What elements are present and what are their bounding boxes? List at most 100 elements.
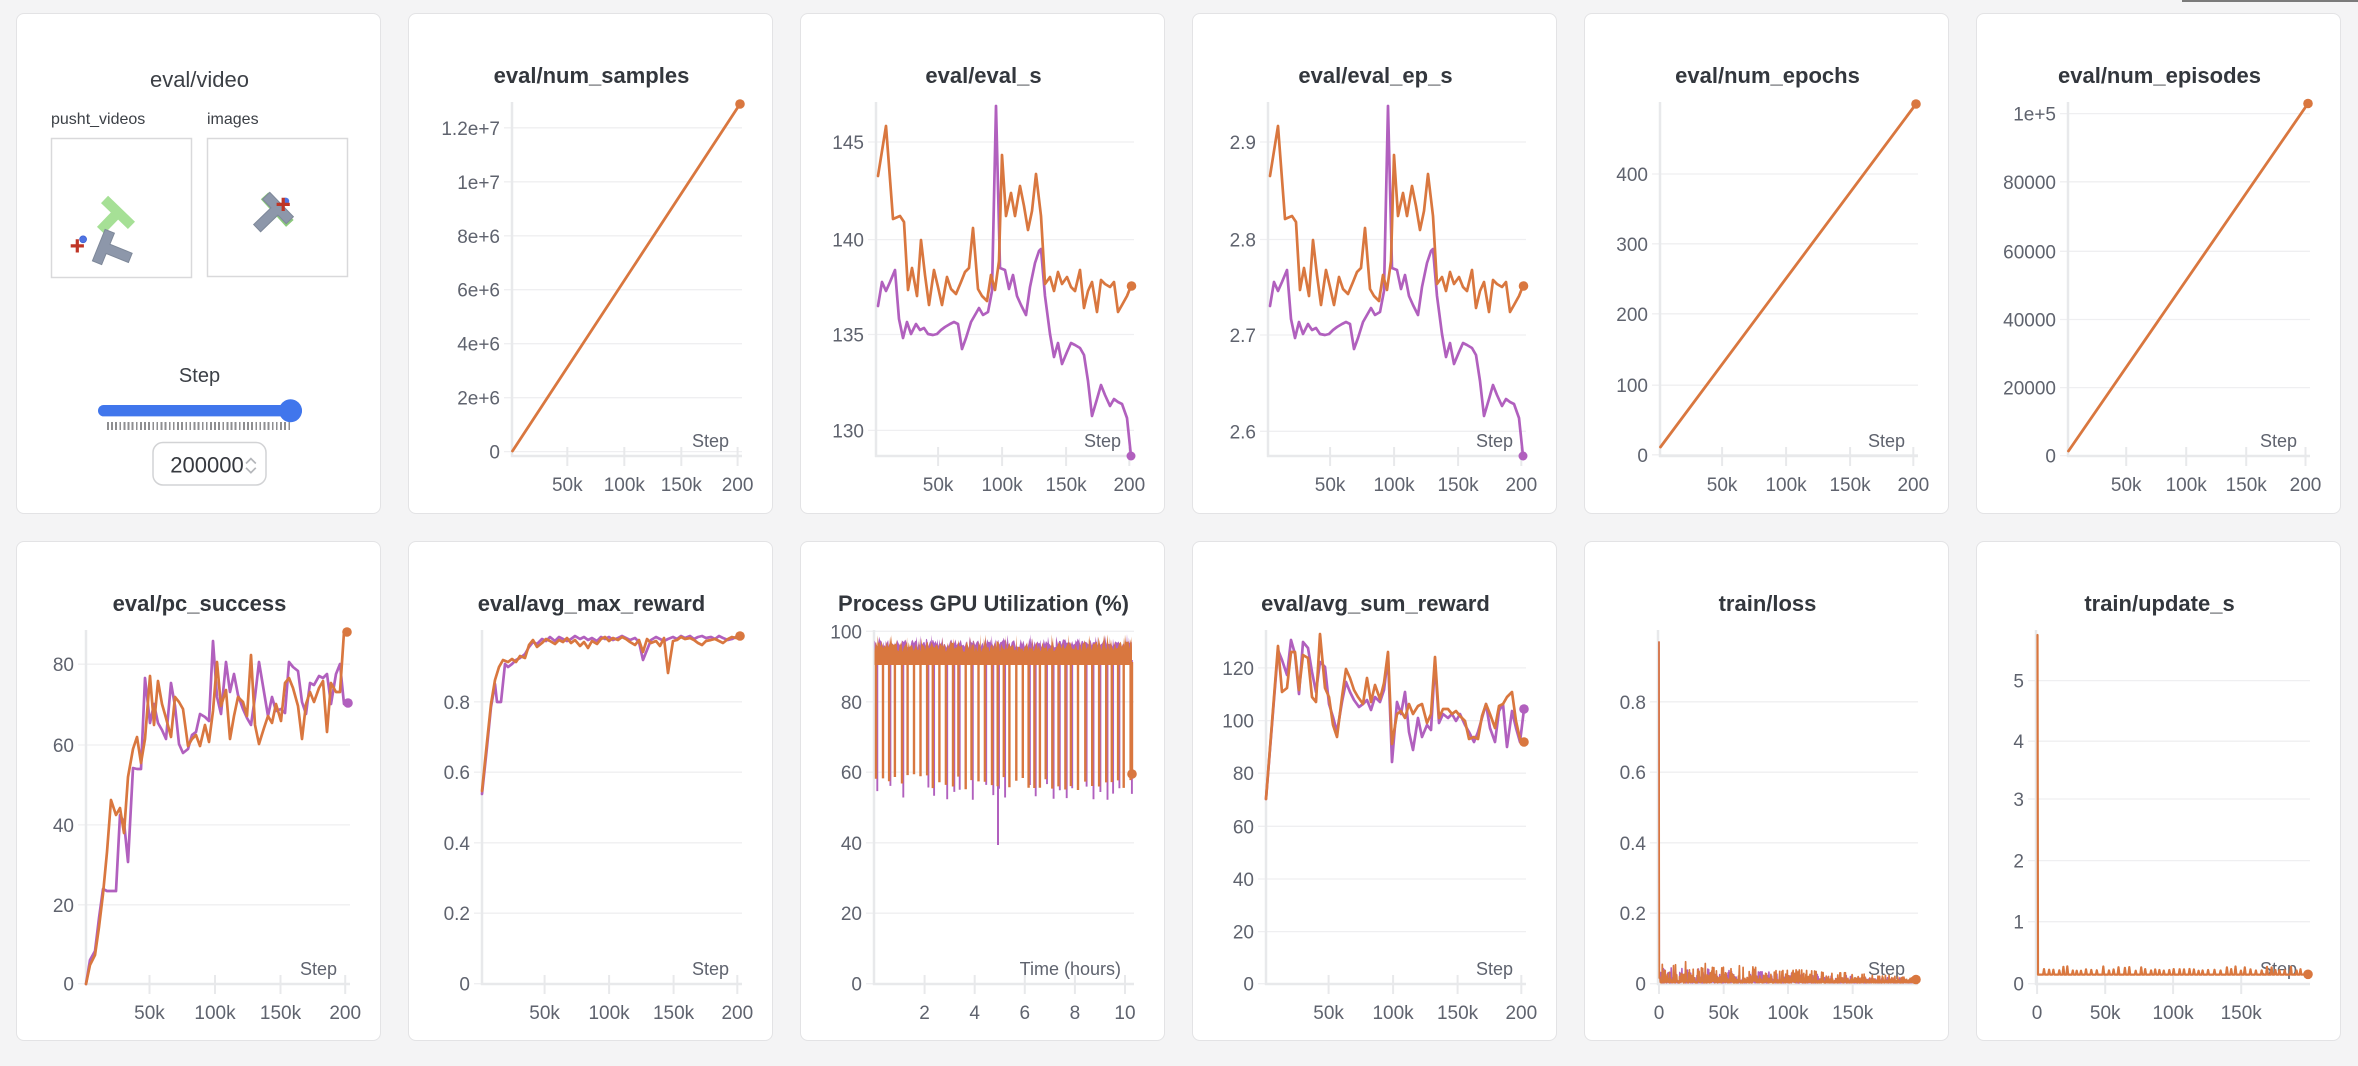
svg-text:10: 10 <box>1114 1003 1135 1024</box>
svg-text:100k: 100k <box>1765 475 1807 496</box>
svg-text:100k: 100k <box>1373 475 1415 496</box>
svg-text:0: 0 <box>63 975 74 996</box>
svg-text:0: 0 <box>1654 1003 1665 1024</box>
svg-text:train/update_s: train/update_s <box>2084 591 2234 616</box>
svg-text:100k: 100k <box>981 475 1023 496</box>
svg-text:150k: 150k <box>2226 475 2268 496</box>
svg-text:0.2: 0.2 <box>1620 904 1646 925</box>
svg-text:200: 200 <box>722 475 754 496</box>
svg-text:4: 4 <box>2013 732 2024 753</box>
svg-text:20: 20 <box>841 904 862 925</box>
svg-text:0.6: 0.6 <box>1620 763 1646 784</box>
svg-text:100: 100 <box>830 622 862 643</box>
svg-text:40: 40 <box>1233 870 1254 891</box>
svg-text:200: 200 <box>1616 305 1648 326</box>
svg-text:200: 200 <box>2290 475 2322 496</box>
svg-text:0: 0 <box>1243 975 1254 996</box>
svg-text:40: 40 <box>841 834 862 855</box>
svg-text:50k: 50k <box>1708 1003 1739 1024</box>
svg-text:0: 0 <box>459 975 470 996</box>
svg-text:2e+6: 2e+6 <box>457 389 500 410</box>
svg-text:0: 0 <box>1635 975 1646 996</box>
svg-text:0.8: 0.8 <box>444 693 470 714</box>
svg-text:60000: 60000 <box>2003 242 2056 263</box>
svg-text:eval/num_epochs: eval/num_epochs <box>1675 63 1860 88</box>
svg-text:images: images <box>207 111 259 128</box>
svg-text:0.2: 0.2 <box>444 904 470 925</box>
svg-text:150k: 150k <box>2221 1003 2263 1024</box>
svg-text:6e+6: 6e+6 <box>457 281 500 302</box>
svg-text:0.6: 0.6 <box>444 763 470 784</box>
svg-text:80: 80 <box>1233 764 1254 785</box>
svg-text:100k: 100k <box>194 1003 236 1024</box>
svg-text:150k: 150k <box>653 1003 695 1024</box>
svg-text:120: 120 <box>1222 659 1254 680</box>
svg-text:50k: 50k <box>1313 1003 1344 1024</box>
svg-text:50k: 50k <box>2090 1003 2121 1024</box>
svg-text:eval/num_samples: eval/num_samples <box>494 63 690 88</box>
svg-text:150k: 150k <box>260 1003 302 1024</box>
svg-text:eval/num_episodes: eval/num_episodes <box>2058 63 2261 88</box>
svg-text:50k: 50k <box>529 1003 560 1024</box>
svg-text:Step: Step <box>692 431 729 451</box>
svg-text:200: 200 <box>1505 475 1537 496</box>
svg-text:0.4: 0.4 <box>1620 834 1647 855</box>
svg-text:200: 200 <box>329 1003 361 1024</box>
svg-text:2: 2 <box>919 1003 930 1024</box>
svg-text:2.7: 2.7 <box>1230 326 1256 347</box>
svg-text:50k: 50k <box>552 475 583 496</box>
svg-text:200: 200 <box>1897 475 1929 496</box>
svg-text:100k: 100k <box>604 475 646 496</box>
svg-text:2.6: 2.6 <box>1230 422 1256 443</box>
svg-text:Step: Step <box>692 959 729 979</box>
svg-text:200000: 200000 <box>170 453 243 478</box>
svg-text:Step: Step <box>1476 431 1513 451</box>
svg-text:20: 20 <box>1233 923 1254 944</box>
svg-text:60: 60 <box>53 736 74 757</box>
svg-text:0.8: 0.8 <box>1620 693 1646 714</box>
svg-text:80000: 80000 <box>2003 173 2056 194</box>
svg-text:200: 200 <box>721 1003 753 1024</box>
svg-text:eval/eval_s: eval/eval_s <box>925 63 1041 88</box>
svg-text:50k: 50k <box>923 475 954 496</box>
svg-text:150k: 150k <box>1437 475 1479 496</box>
svg-text:20: 20 <box>53 896 74 917</box>
svg-text:150k: 150k <box>1832 1003 1874 1024</box>
svg-text:400: 400 <box>1616 165 1648 186</box>
svg-text:8: 8 <box>1070 1003 1081 1024</box>
svg-text:80: 80 <box>841 693 862 714</box>
svg-text:Time (hours): Time (hours) <box>1020 959 1121 979</box>
svg-text:0: 0 <box>2013 975 2024 996</box>
svg-text:150k: 150k <box>1045 475 1087 496</box>
svg-text:Step: Step <box>2260 431 2297 451</box>
svg-text:train/loss: train/loss <box>1719 591 1817 616</box>
svg-text:140: 140 <box>832 231 864 252</box>
svg-text:2.9: 2.9 <box>1230 133 1256 154</box>
svg-text:60: 60 <box>841 763 862 784</box>
svg-text:145: 145 <box>832 133 864 154</box>
svg-text:eval/video: eval/video <box>150 67 249 92</box>
svg-text:1.2e+7: 1.2e+7 <box>441 119 500 140</box>
svg-text:5: 5 <box>2013 672 2024 693</box>
svg-text:0: 0 <box>1637 446 1648 467</box>
svg-text:2: 2 <box>2013 852 2024 873</box>
svg-text:0: 0 <box>2032 1003 2043 1024</box>
svg-text:60: 60 <box>1233 817 1254 838</box>
svg-text:50k: 50k <box>134 1003 165 1024</box>
svg-text:Step: Step <box>179 365 220 387</box>
svg-text:Step: Step <box>1476 959 1513 979</box>
svg-text:20000: 20000 <box>2003 379 2056 400</box>
svg-text:Step: Step <box>300 959 337 979</box>
svg-text:200: 200 <box>1505 1003 1537 1024</box>
svg-text:150k: 150k <box>1829 475 1871 496</box>
svg-text:100k: 100k <box>2166 475 2208 496</box>
svg-text:eval/avg_sum_reward: eval/avg_sum_reward <box>1261 591 1490 616</box>
svg-text:Process GPU Utilization (%): Process GPU Utilization (%) <box>838 591 1129 616</box>
svg-text:pusht_videos: pusht_videos <box>51 111 145 128</box>
svg-text:1: 1 <box>2013 913 2024 934</box>
svg-text:0.4: 0.4 <box>444 834 471 855</box>
svg-text:150k: 150k <box>661 475 703 496</box>
svg-text:40: 40 <box>53 816 74 837</box>
svg-text:100: 100 <box>1616 376 1648 397</box>
svg-text:eval/pc_success: eval/pc_success <box>113 591 287 616</box>
